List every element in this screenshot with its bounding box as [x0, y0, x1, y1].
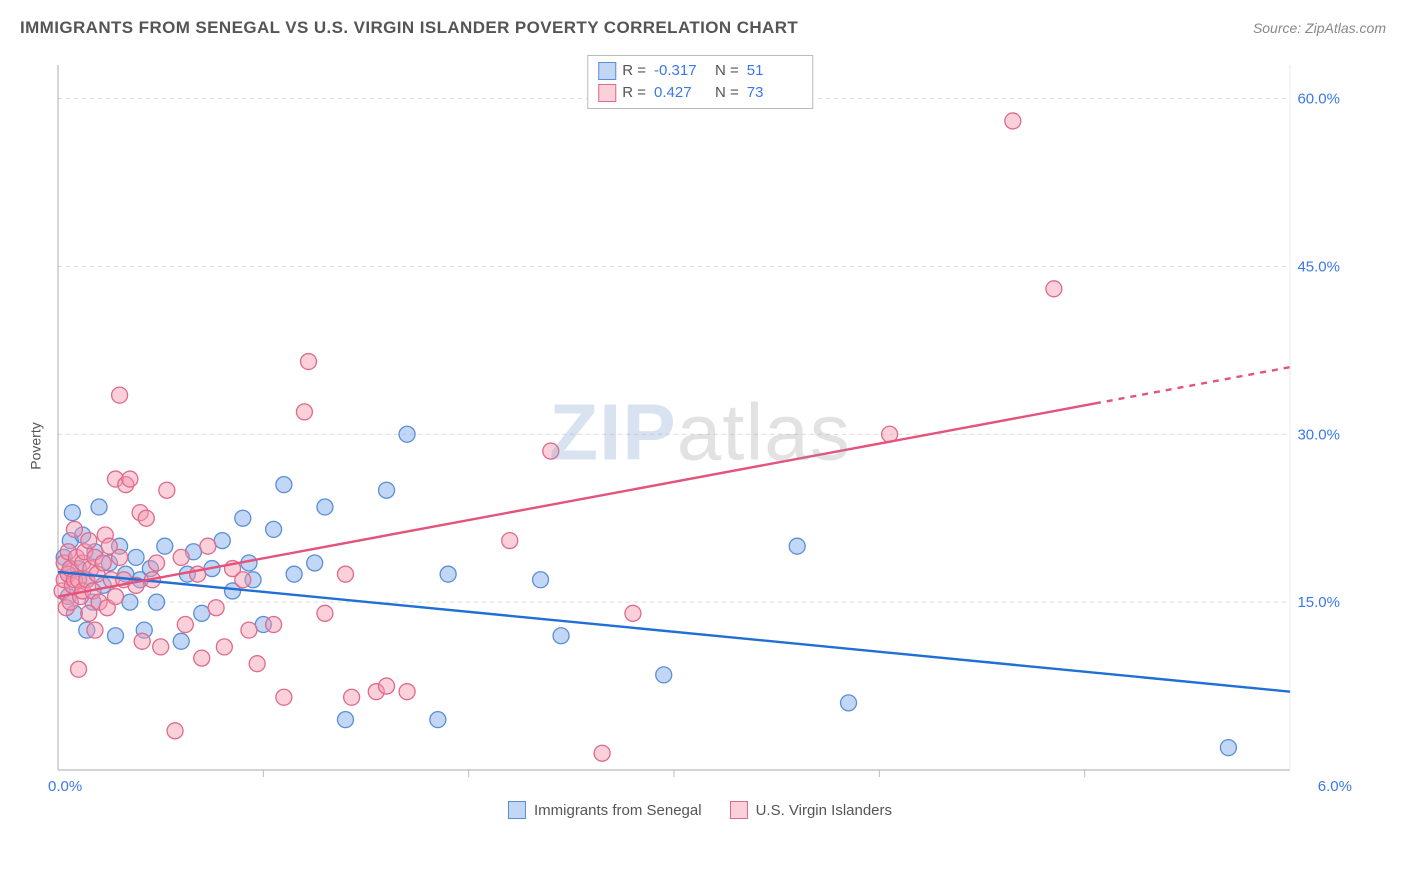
legend-label-2: U.S. Virgin Islanders — [756, 802, 892, 819]
legend-n-label: N = — [715, 82, 739, 104]
svg-text:30.0%: 30.0% — [1297, 426, 1340, 443]
chart-title: IMMIGRANTS FROM SENEGAL VS U.S. VIRGIN I… — [20, 18, 798, 38]
legend-r-label: R = — [622, 60, 646, 82]
legend-label-1: Immigrants from Senegal — [534, 802, 702, 819]
x-axis-min-label: 0.0% — [48, 778, 82, 795]
svg-text:45.0%: 45.0% — [1297, 258, 1340, 275]
legend-row-series-2: R = 0.427 N = 73 — [598, 82, 802, 104]
legend-r-value-2: 0.427 — [654, 82, 709, 104]
svg-text:60.0%: 60.0% — [1297, 91, 1340, 108]
legend-item-2: U.S. Virgin Islanders — [730, 801, 892, 819]
svg-text:15.0%: 15.0% — [1297, 594, 1340, 611]
plot-area: R = -0.317 N = 51 R = 0.427 N = 73 15.0%… — [50, 55, 1350, 825]
legend-r-value-1: -0.317 — [654, 60, 709, 82]
y-axis-label: Poverty — [28, 422, 44, 469]
legend-n-value-1: 51 — [747, 60, 802, 82]
legend-row-series-1: R = -0.317 N = 51 — [598, 60, 802, 82]
correlation-legend: R = -0.317 N = 51 R = 0.427 N = 73 — [587, 55, 813, 109]
legend-item-1: Immigrants from Senegal — [508, 801, 702, 819]
series-legend: Immigrants from Senegal U.S. Virgin Isla… — [508, 801, 892, 819]
x-axis-max-label: 6.0% — [1318, 778, 1352, 795]
legend-n-label: N = — [715, 60, 739, 82]
swatch-series-1 — [598, 62, 616, 80]
chart-svg: 15.0% 30.0% 45.0% 60.0% — [50, 55, 1350, 825]
source-label: Source: ZipAtlas.com — [1253, 20, 1386, 36]
swatch-icon — [730, 801, 748, 819]
legend-n-value-2: 73 — [747, 82, 802, 104]
swatch-series-2 — [598, 84, 616, 102]
legend-r-label: R = — [622, 82, 646, 104]
swatch-icon — [508, 801, 526, 819]
